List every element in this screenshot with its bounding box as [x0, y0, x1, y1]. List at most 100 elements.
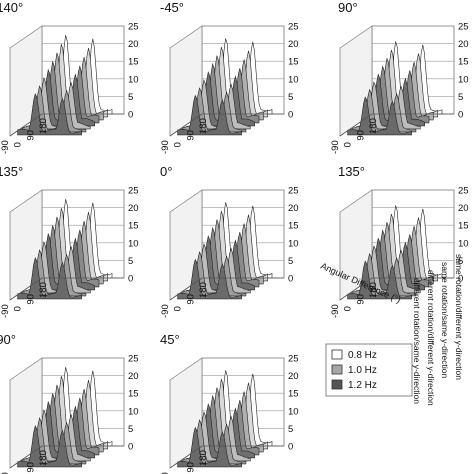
z-tick-label: 5 [458, 92, 463, 103]
ridge-surface [17, 425, 82, 468]
x-tick-label: 90 [355, 130, 366, 141]
z-tick-label: 15 [458, 57, 469, 68]
x-tick-label: 90 [185, 294, 196, 305]
z-tick-label: 20 [128, 371, 139, 382]
x-tick-label: 180 [198, 450, 209, 466]
category-label-1: same rotation/different y-direction [454, 254, 464, 380]
z-tick-label: 15 [128, 221, 139, 232]
z-tick-label: 20 [288, 203, 299, 214]
floor-depth-edge [339, 113, 373, 137]
x-tick-label: 180 [368, 118, 379, 134]
legend-label-1-2hz: 1.2 Hz [348, 380, 377, 391]
legend-label-0-8hz: 0.8 Hz [348, 350, 377, 361]
z-tick-label: 10 [288, 406, 299, 417]
z-tick-label: 0 [458, 274, 463, 285]
x-tick-label: 0 [173, 142, 184, 147]
legend-label-1-0hz: 1.0 Hz [348, 365, 377, 376]
z-tick-label: 5 [288, 256, 293, 267]
x-tick-label: 180 [198, 118, 209, 134]
floor-depth-edge [339, 277, 373, 301]
ridge-surface [347, 260, 412, 300]
z-tick-label: 20 [128, 203, 139, 214]
panel-title: -135° [0, 164, 23, 179]
ridge-surface [347, 96, 412, 136]
z-tick-label: 5 [458, 256, 463, 267]
z-tick-label: 25 [128, 186, 139, 197]
x-tick-label: -90 [330, 140, 341, 154]
x-tick-label: -90 [0, 472, 11, 474]
z-tick-label: 0 [458, 110, 463, 121]
z-tick-label: 10 [128, 406, 139, 417]
z-tick-label: 5 [128, 256, 133, 267]
z-tick-label: 10 [458, 74, 469, 85]
z-tick-label: 5 [128, 424, 133, 435]
panel-title: -45° [160, 0, 184, 15]
floor-depth-edge [169, 277, 203, 301]
x-tick-label: 90 [25, 294, 36, 305]
z-tick-label: 0 [128, 110, 133, 121]
z-tick-label: 0 [128, 442, 133, 453]
z-tick-label: 10 [288, 74, 299, 85]
x-tick-label: 180 [38, 282, 49, 298]
x-tick-label: 90 [185, 130, 196, 141]
x-tick-label: 0 [343, 142, 354, 147]
floor-depth-edge [169, 113, 203, 137]
panel-title: -90° [0, 332, 16, 347]
x-tick-label: -90 [160, 140, 171, 154]
z-tick-label: 15 [288, 221, 299, 232]
x-tick-label: 0 [343, 306, 354, 311]
floor-depth-edge [9, 113, 43, 137]
z-tick-label: 20 [288, 39, 299, 50]
z-tick-label: 10 [128, 238, 139, 249]
z-tick-label: 15 [128, 57, 139, 68]
z-tick-label: 15 [128, 389, 139, 400]
legend-swatch-1-0hz [331, 364, 343, 375]
x-tick-label: 0 [173, 306, 184, 311]
z-tick-label: 5 [128, 92, 133, 103]
category-label-3: different rotation/different y-direction [426, 270, 436, 406]
x-tick-label: 90 [355, 294, 366, 305]
x-tick-label: 180 [368, 282, 379, 298]
z-tick-label: 0 [288, 274, 293, 285]
z-tick-label: 25 [128, 22, 139, 33]
z-tick-label: 0 [288, 110, 293, 121]
ridge-surface [177, 258, 242, 300]
z-tick-label: 5 [288, 92, 293, 103]
x-tick-label: 90 [25, 462, 36, 473]
z-tick-label: 10 [458, 238, 469, 249]
ridge-surface [17, 257, 82, 300]
z-tick-label: 0 [288, 442, 293, 453]
z-tick-label: 5 [288, 424, 293, 435]
ridge-surface [17, 93, 82, 136]
ridge-surface [177, 426, 242, 468]
z-tick-label: 20 [458, 39, 469, 50]
z-tick-label: 15 [458, 221, 469, 232]
x-tick-label: 180 [198, 282, 209, 298]
z-tick-label: 15 [288, 57, 299, 68]
z-tick-label: 10 [288, 238, 299, 249]
category-label-4: different rotation/same y-direction [412, 278, 422, 404]
panel-title: 90° [338, 0, 358, 15]
legend-swatch-1-2hz [331, 379, 343, 390]
panel-title: -140° [0, 0, 23, 15]
floor-depth-edge [9, 445, 43, 469]
ridge-surface [177, 94, 242, 136]
x-tick-label: 0 [13, 142, 24, 147]
x-tick-label: -90 [160, 304, 171, 318]
z-tick-label: 20 [458, 203, 469, 214]
z-tick-label: 20 [288, 371, 299, 382]
legend-swatch-0-8hz [331, 349, 343, 360]
x-tick-label: 180 [38, 450, 49, 466]
x-tick-label: 90 [185, 462, 196, 473]
z-tick-label: 20 [128, 39, 139, 50]
legend: 0.8 Hz 1.0 Hz 1.2 Hz [325, 343, 413, 397]
z-tick-label: 25 [288, 354, 299, 365]
